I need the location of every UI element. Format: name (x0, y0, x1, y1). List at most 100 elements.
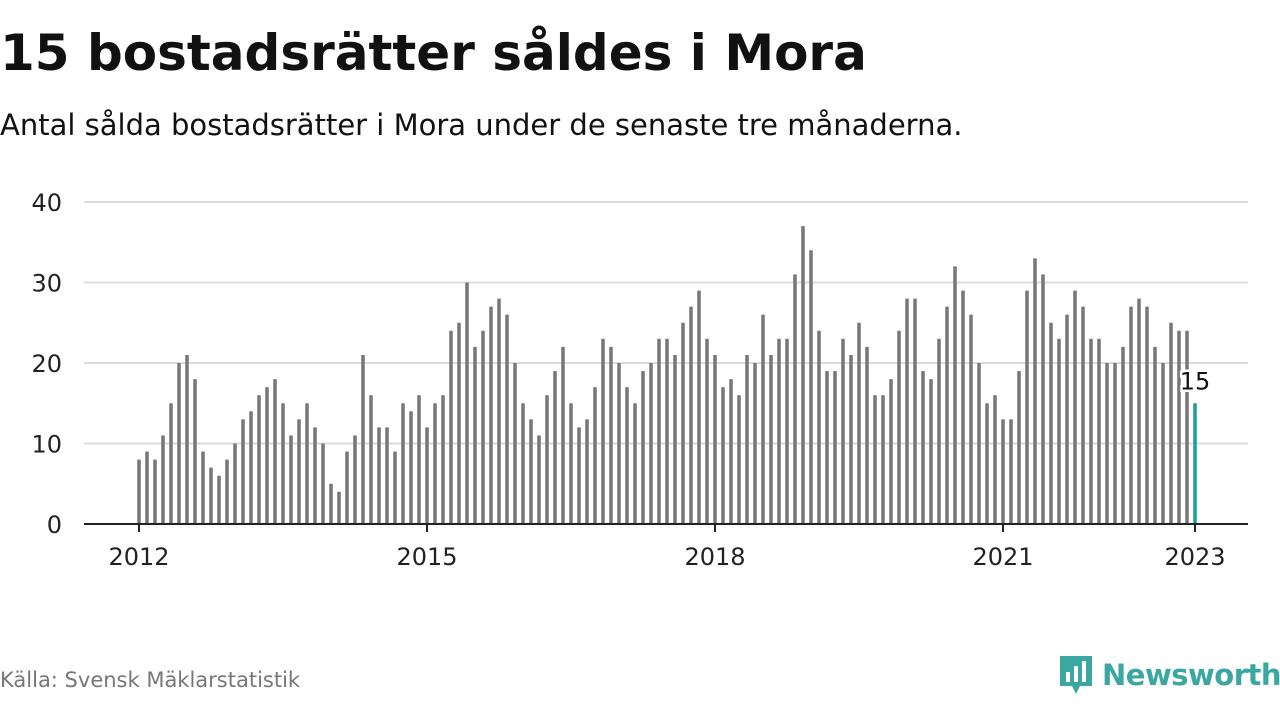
bar (457, 322, 461, 524)
bar (913, 298, 917, 524)
chart-subtitle: Antal sålda bostadsrätter i Mora under d… (0, 108, 963, 142)
bar (801, 226, 805, 524)
x-tick-label: 2021 (972, 543, 1033, 571)
bar (713, 354, 717, 524)
bar (545, 395, 549, 524)
bar (473, 346, 477, 524)
bar (233, 443, 237, 524)
source-note: Källa: Svensk Mäklarstatistik (0, 668, 301, 692)
y-tick-label: 0 (47, 511, 62, 539)
bar (297, 419, 301, 524)
x-tick-label: 2018 (684, 543, 745, 571)
bar (809, 250, 813, 525)
bar (1153, 346, 1157, 524)
bar (185, 354, 189, 524)
bar (665, 338, 669, 524)
bar (825, 371, 829, 524)
bar (657, 338, 661, 524)
highlight-bar (1193, 403, 1197, 524)
bar (177, 363, 181, 524)
bar (409, 411, 413, 524)
bar (1033, 258, 1037, 524)
bar (945, 306, 949, 524)
bar (193, 379, 197, 524)
bar (201, 451, 205, 524)
y-tick-label: 40 (31, 189, 62, 217)
bar (1057, 338, 1061, 524)
bar (721, 387, 725, 524)
bar (345, 451, 349, 524)
bar (865, 346, 869, 524)
bar (777, 338, 781, 524)
bar (985, 403, 989, 524)
bar (137, 459, 141, 524)
bar (929, 379, 933, 524)
bar (617, 363, 621, 524)
bar (593, 387, 597, 524)
bar-chart-speech-bubble-icon (1060, 656, 1092, 694)
chart-title: 15 bostadsrätter såldes i Mora (0, 24, 867, 82)
bar (1073, 290, 1077, 524)
bar (241, 419, 245, 524)
bar (1177, 330, 1181, 524)
bar (161, 435, 165, 524)
bar (337, 491, 341, 524)
bar (873, 395, 877, 524)
bar (1137, 298, 1141, 524)
bar (561, 346, 565, 524)
y-tick-label: 10 (31, 431, 62, 459)
bar (649, 363, 653, 524)
bar (1129, 306, 1133, 524)
bar (449, 330, 453, 524)
bar (305, 403, 309, 524)
bar (921, 371, 925, 524)
bar (769, 354, 773, 524)
bar (889, 379, 893, 524)
bar (833, 371, 837, 524)
bar (1017, 371, 1021, 524)
bar (753, 363, 757, 524)
bar (681, 322, 685, 524)
bar (729, 379, 733, 524)
bar (1001, 419, 1005, 524)
bar (361, 354, 365, 524)
bar (689, 306, 693, 524)
bar (377, 427, 381, 524)
bar (609, 346, 613, 524)
bar (1113, 363, 1117, 524)
bar (313, 427, 317, 524)
x-tick-label: 2023 (1164, 543, 1225, 571)
bar (881, 395, 885, 524)
bar-chart: 0 10 20 30 40 15 2012 2015 2018 2021 2023 (31, 189, 1248, 571)
bar (625, 387, 629, 524)
bar (737, 395, 741, 524)
bar (585, 419, 589, 524)
bar (489, 306, 493, 524)
bar (505, 314, 509, 524)
bar (385, 427, 389, 524)
bar (441, 395, 445, 524)
bar (153, 459, 157, 524)
bar (433, 403, 437, 524)
bar (513, 363, 517, 524)
bar (969, 314, 973, 524)
bar (1041, 274, 1045, 524)
bar (1161, 363, 1165, 524)
bar (497, 298, 501, 524)
bar (537, 435, 541, 524)
bar (1009, 419, 1013, 524)
x-tick-label: 2015 (396, 543, 457, 571)
highlight-label: 15 (1180, 367, 1211, 395)
bar (393, 451, 397, 524)
bar (465, 282, 469, 524)
bar (897, 330, 901, 524)
bar (353, 435, 357, 524)
brand-name: Newsworthy (1102, 658, 1280, 692)
bar (225, 459, 229, 524)
bar (217, 475, 221, 524)
bar (265, 387, 269, 524)
bar (761, 314, 765, 524)
bar (249, 411, 253, 524)
brand-logo[interactable]: Newsworthy (1058, 654, 1280, 696)
bar (289, 435, 293, 524)
